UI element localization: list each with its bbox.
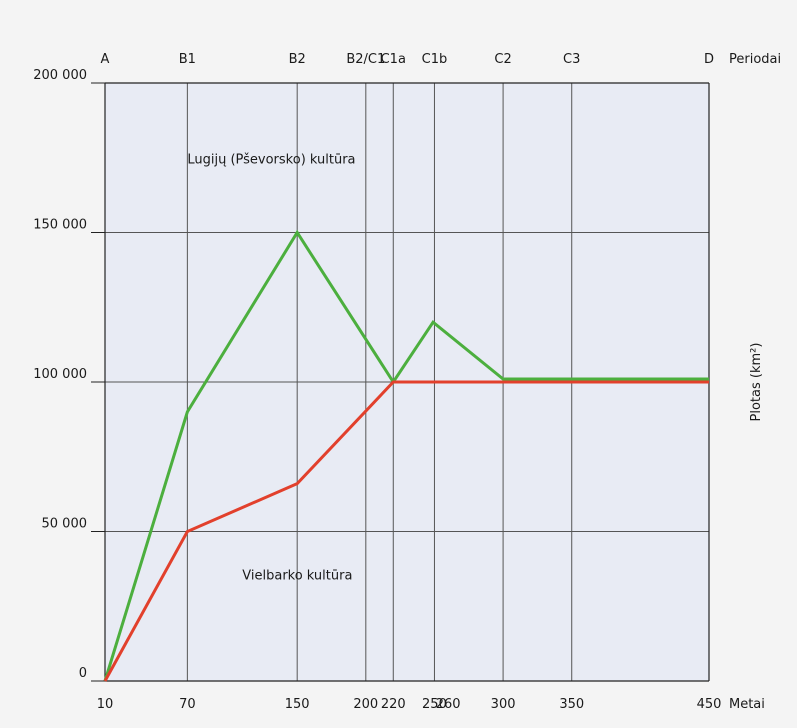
y-axis-label: Plotas (km²) <box>749 343 764 422</box>
x-tick-label: 450 <box>697 697 722 712</box>
y-tick-label: 150 000 <box>33 218 87 233</box>
x-tick-label: 150 <box>285 697 310 712</box>
x-tick-label: 10 <box>97 697 114 712</box>
period-label: B1 <box>179 52 196 67</box>
series-annotation: Lugijų (Pševorsko) kultūra <box>187 153 355 168</box>
period-label: B2/C1 <box>346 52 385 67</box>
period-label: C1a <box>381 52 406 67</box>
series-group <box>103 229 709 682</box>
series-line <box>103 380 709 682</box>
y-tick-label: 50 000 <box>42 517 88 532</box>
x-axis-label: Metai <box>729 697 765 712</box>
x-tick-label: 220 <box>381 697 406 712</box>
labels: 0 50 000 100 000 150 000 200 000 10 70 150 200 22… <box>33 52 721 712</box>
x-tick-label: 260 <box>436 697 461 712</box>
period-label: C3 <box>563 52 580 67</box>
x-tick-label: 200 <box>353 697 378 712</box>
y-tick-label: 0 <box>79 666 87 681</box>
period-label: D <box>704 52 714 67</box>
x-tick-label: 70 <box>179 697 196 712</box>
x-tick-label: 250 <box>422 697 447 712</box>
period-label: A <box>101 52 110 67</box>
x-tick-label: 300 <box>491 697 516 712</box>
period-label: B2 <box>289 52 306 67</box>
period-axis-label: Periodai <box>729 52 781 67</box>
series-annotation: Vielbarko kultūra <box>242 568 352 583</box>
x-tick-label: 350 <box>559 697 584 712</box>
y-tick-label: 100 000 <box>33 367 87 382</box>
y-tick-label: 200 000 <box>33 68 87 83</box>
period-label: C2 <box>494 52 511 67</box>
period-label: C1b <box>422 52 448 67</box>
